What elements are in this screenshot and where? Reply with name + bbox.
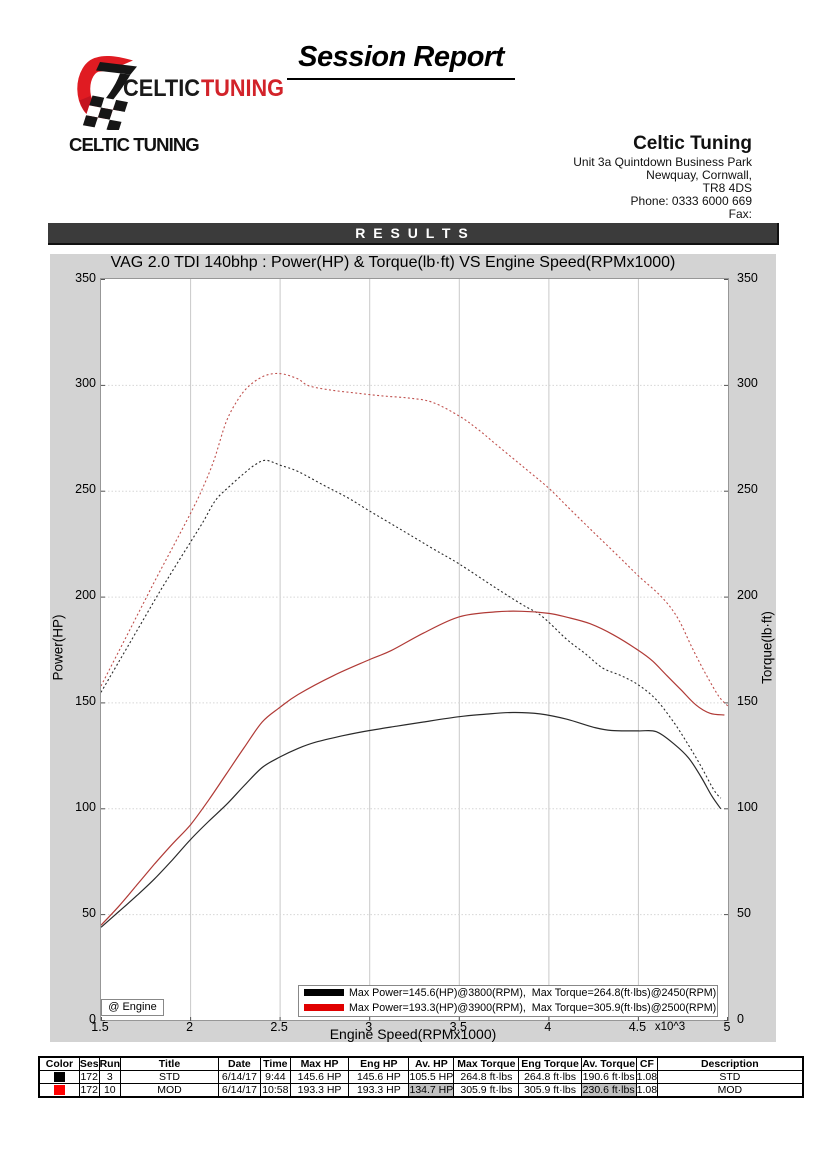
- svg-text:CELTIC: CELTIC: [123, 75, 200, 102]
- svg-text:TUNING: TUNING: [201, 75, 284, 102]
